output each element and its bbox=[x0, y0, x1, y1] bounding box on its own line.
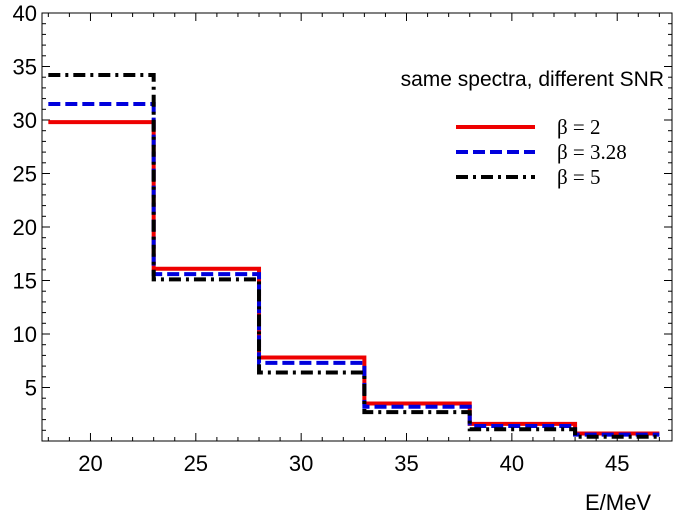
x-tick-label: 25 bbox=[184, 451, 208, 476]
series-layer bbox=[48, 73, 660, 439]
y-tick-label: 40 bbox=[13, 1, 37, 26]
legend-label-3: β = 5 bbox=[557, 165, 601, 189]
y-tick-label: 25 bbox=[13, 162, 37, 187]
y-tick-label: 10 bbox=[13, 322, 37, 347]
series-line-3 bbox=[48, 73, 660, 439]
y-tick-label: 15 bbox=[13, 269, 37, 294]
y-tick-label: 20 bbox=[13, 215, 37, 240]
x-tick-label: 35 bbox=[394, 451, 418, 476]
y-tick-label: 30 bbox=[13, 108, 37, 133]
legend: β = 2β = 3.28β = 5 bbox=[456, 115, 627, 189]
axes-frame: 5 10 15 20 25 30 35 40 20 25 30 35 40 45 bbox=[13, 1, 673, 476]
x-tick-label: 40 bbox=[500, 451, 524, 476]
x-axis-label: E/MeV bbox=[585, 490, 651, 515]
chart-annotation: same spectra, different SNR bbox=[401, 68, 664, 91]
legend-label-2: β = 3.28 bbox=[557, 140, 627, 164]
x-tick-label: 30 bbox=[289, 451, 313, 476]
x-tick-label: 45 bbox=[605, 451, 629, 476]
y-tick-label: 35 bbox=[13, 55, 37, 80]
legend-label-1: β = 2 bbox=[557, 115, 601, 139]
x-tick-label: 20 bbox=[78, 451, 102, 476]
y-tick-label: 5 bbox=[25, 376, 37, 401]
